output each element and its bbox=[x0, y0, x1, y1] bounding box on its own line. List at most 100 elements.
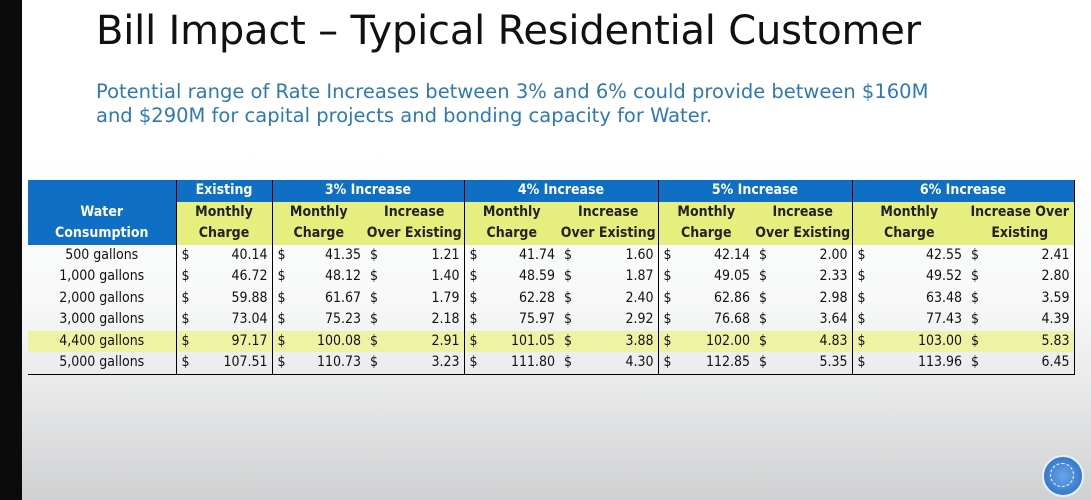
currency-sign: $ bbox=[657, 244, 675, 266]
value-existing: 97.17 bbox=[193, 330, 273, 352]
value-i5: 2.33 bbox=[769, 266, 853, 288]
currency-sign: $ bbox=[463, 287, 481, 309]
value-i3: 3.23 bbox=[380, 352, 465, 375]
currency-sign: $ bbox=[759, 289, 768, 306]
inc3-increase-2: Over Existing bbox=[365, 223, 465, 245]
value-existing: 46.72 bbox=[193, 266, 273, 288]
table-row: 4,400 gallons $97.17 $100.08 $2.91 $101.05 $3… bbox=[28, 330, 1075, 352]
value-i6: 2.80 bbox=[981, 266, 1075, 288]
value-c6: 77.43 bbox=[925, 311, 962, 328]
value-i6: 2.41 bbox=[981, 244, 1075, 266]
inc3-monthly-2: Charge bbox=[271, 223, 365, 245]
currency-sign: $ bbox=[759, 311, 768, 328]
value-i6: 6.45 bbox=[981, 352, 1075, 375]
value-existing: 107.51 bbox=[193, 352, 273, 375]
value-i5: 4.83 bbox=[769, 330, 853, 352]
value-c3: 41.35 bbox=[324, 246, 361, 263]
value-i4: 2.40 bbox=[574, 287, 659, 309]
value-c5: 62.86 bbox=[713, 289, 750, 306]
currency-sign: $ bbox=[564, 268, 573, 285]
value-c4: 75.97 bbox=[518, 311, 555, 328]
currency-sign: $ bbox=[851, 352, 869, 375]
currency-sign: $ bbox=[175, 309, 193, 331]
table-body: 500 gallons $40.14 $41.35 $1.21 $41.74 $1.60 $… bbox=[28, 244, 1075, 375]
currency-sign: $ bbox=[175, 244, 193, 266]
currency-sign: $ bbox=[370, 246, 379, 263]
value-c5: 102.00 bbox=[675, 330, 754, 352]
currency-sign: $ bbox=[851, 330, 869, 352]
inc5-monthly-2: Charge bbox=[657, 223, 754, 245]
currency-sign: $ bbox=[657, 287, 675, 309]
slide: Bill Impact – Typical Residential Custom… bbox=[22, 0, 1091, 500]
currency-sign: $ bbox=[365, 330, 380, 352]
currency-sign: $ bbox=[851, 244, 869, 266]
currency-sign: $ bbox=[463, 330, 481, 352]
value-i3: 2.91 bbox=[380, 330, 465, 352]
currency-sign: $ bbox=[657, 266, 675, 288]
subheader-row-1: Water Monthly Monthly Increase Monthly I… bbox=[28, 201, 1075, 223]
currency-sign: $ bbox=[971, 268, 980, 285]
row-label: 500 gallons bbox=[65, 246, 139, 263]
value-c6: 49.52 bbox=[925, 268, 962, 285]
currency-sign: $ bbox=[271, 309, 289, 331]
subheader-row-2: Consumption Charge Charge Over Existing … bbox=[28, 223, 1075, 245]
table-row: 5,000 gallons $107.51 $110.73 $3.23 $111.80 $… bbox=[28, 352, 1075, 375]
currency-sign: $ bbox=[754, 352, 769, 375]
value-i4: 1.87 bbox=[574, 266, 659, 288]
value-c5: 112.85 bbox=[675, 352, 754, 375]
value-c4: 111.80 bbox=[481, 352, 559, 375]
value-c3: 100.08 bbox=[289, 330, 365, 352]
value-c4: 62.28 bbox=[518, 289, 555, 306]
inc6-increase-1: Increase Over bbox=[966, 201, 1075, 223]
value-c4: 41.74 bbox=[518, 246, 555, 263]
bill-impact-table: Existing 3% Increase 4% Increase 5% Incr… bbox=[28, 180, 1075, 375]
corner-cell bbox=[28, 180, 176, 202]
value-i4: 1.60 bbox=[574, 244, 659, 266]
value-c5: 49.05 bbox=[713, 268, 750, 285]
currency-sign: $ bbox=[851, 287, 869, 309]
currency-sign: $ bbox=[370, 311, 379, 328]
inc3-monthly-1: Monthly bbox=[271, 201, 365, 223]
currency-sign: $ bbox=[966, 352, 981, 375]
group-6pct: 6% Increase bbox=[851, 180, 1075, 202]
value-existing: 59.88 bbox=[193, 287, 273, 309]
group-3pct: 3% Increase bbox=[271, 180, 465, 202]
value-c3: 110.73 bbox=[289, 352, 365, 375]
value-i3: 2.18 bbox=[380, 309, 465, 331]
value-c5: 42.14 bbox=[713, 246, 750, 263]
value-existing: 73.04 bbox=[193, 309, 273, 331]
group-header-row: Existing 3% Increase 4% Increase 5% Incr… bbox=[28, 180, 1075, 202]
value-i6: 3.59 bbox=[981, 287, 1075, 309]
currency-sign: $ bbox=[759, 268, 768, 285]
currency-sign: $ bbox=[564, 289, 573, 306]
value-i3: 1.21 bbox=[380, 244, 465, 266]
currency-sign: $ bbox=[851, 266, 869, 288]
value-i5: 5.35 bbox=[769, 352, 853, 375]
group-existing: Existing bbox=[175, 180, 273, 202]
value-c6: 63.48 bbox=[925, 289, 962, 306]
value-i6: 4.39 bbox=[981, 309, 1075, 331]
inc4-monthly-1: Monthly bbox=[463, 201, 559, 223]
value-i5: 2.98 bbox=[769, 287, 853, 309]
inc4-monthly-2: Charge bbox=[463, 223, 559, 245]
currency-sign: $ bbox=[463, 266, 481, 288]
currency-sign: $ bbox=[971, 289, 980, 306]
row-header-water: Water bbox=[28, 201, 176, 223]
row-label: 1,000 gallons bbox=[59, 268, 145, 285]
value-c3: 75.23 bbox=[324, 311, 361, 328]
value-c3: 48.12 bbox=[324, 268, 361, 285]
table-row: 3,000 gallons $73.04 $75.23 $2.18 $75.97 $2.9… bbox=[28, 309, 1075, 331]
value-c4: 101.05 bbox=[481, 330, 559, 352]
group-4pct: 4% Increase bbox=[463, 180, 659, 202]
currency-sign: $ bbox=[966, 330, 981, 352]
row-label: 5,000 gallons bbox=[28, 352, 176, 375]
existing-monthly-1: Monthly bbox=[175, 201, 273, 223]
value-c6: 113.96 bbox=[869, 352, 966, 375]
value-c3: 61.67 bbox=[324, 289, 361, 306]
value-existing: 40.14 bbox=[193, 244, 273, 266]
currency-sign: $ bbox=[463, 352, 481, 375]
currency-sign: $ bbox=[759, 246, 768, 263]
table-row: 1,000 gallons $46.72 $48.12 $1.40 $48.59 $1.8… bbox=[28, 266, 1075, 288]
currency-sign: $ bbox=[564, 311, 573, 328]
currency-sign: $ bbox=[370, 289, 379, 306]
